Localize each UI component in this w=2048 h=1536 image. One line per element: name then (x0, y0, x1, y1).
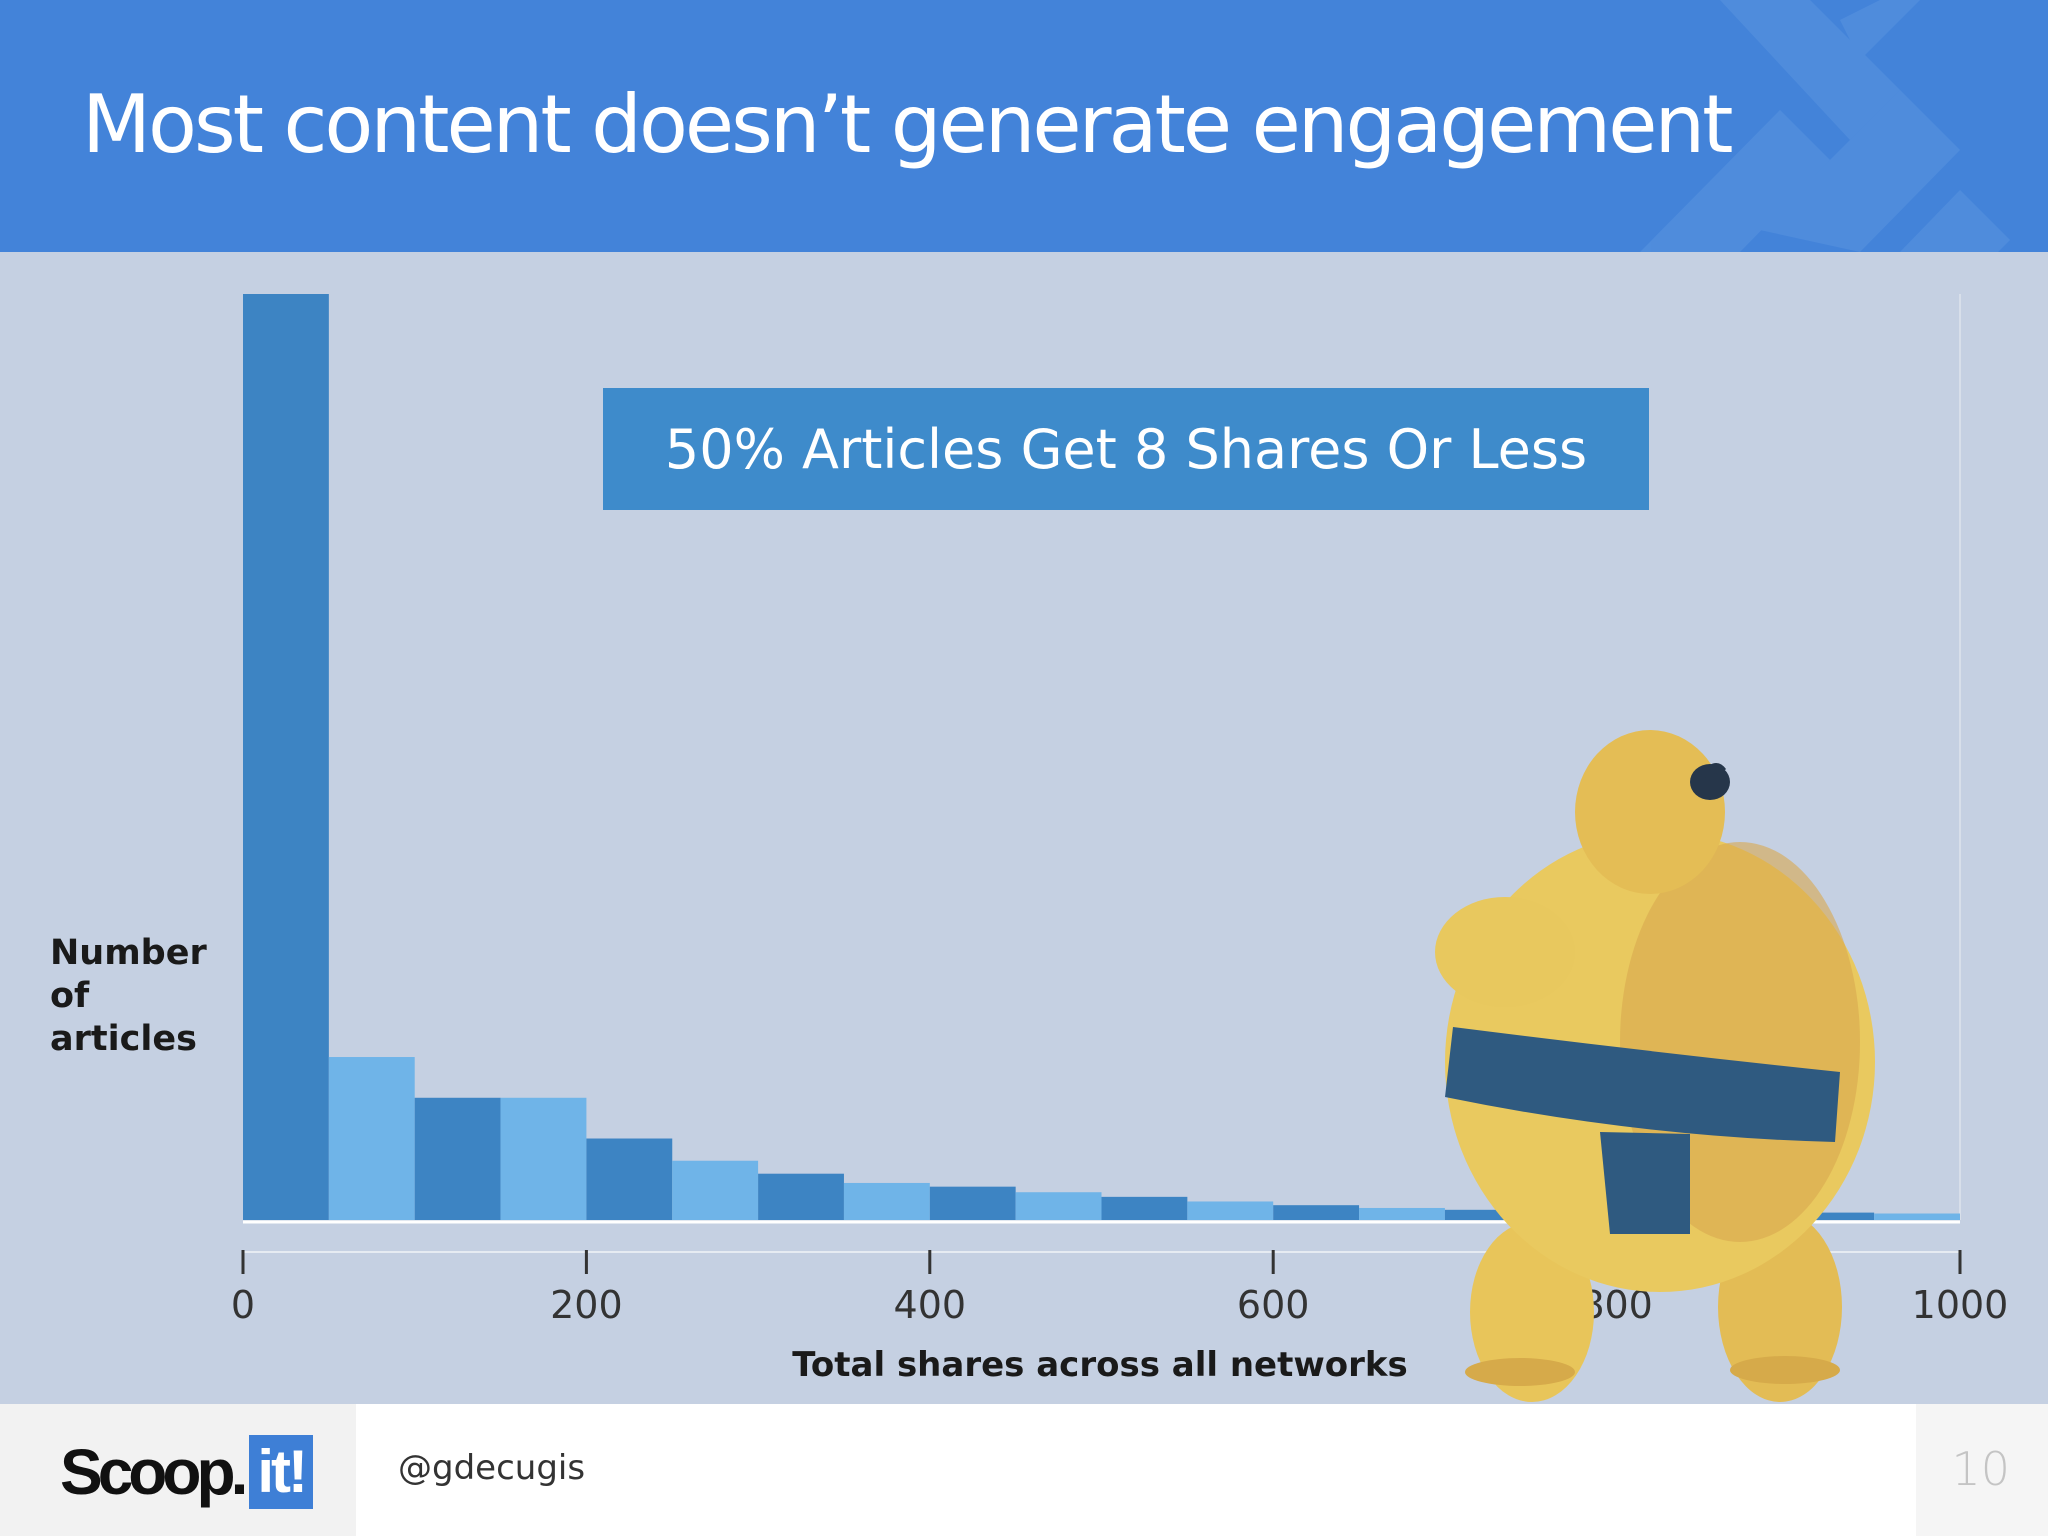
x-axis-label: Total shares across all networks (792, 1345, 1408, 1385)
page-number: 10 (1951, 1442, 2010, 1496)
histogram-bar (758, 1173, 844, 1220)
histogram-bar (243, 294, 329, 1220)
slide-footer: Scoop. it! @gdecugis 10 (0, 1404, 2048, 1536)
sumo-illustration (1435, 730, 1875, 1402)
histogram-bar (328, 1057, 415, 1220)
x-tick-label: 400 (894, 1283, 967, 1327)
histogram-bar (1444, 1209, 1531, 1220)
histogram-bar (586, 1138, 673, 1220)
histogram-bar (1273, 1205, 1360, 1220)
histogram-bar (672, 1160, 759, 1220)
histogram-bar (1788, 1212, 1875, 1220)
x-tick-label: 600 (1237, 1283, 1310, 1327)
histogram-bar (500, 1097, 587, 1220)
x-tick-label: 1000 (1912, 1283, 2009, 1327)
histogram-bar (414, 1097, 501, 1220)
logo-badge: it! (249, 1435, 313, 1509)
header-decoration (1640, 0, 2010, 252)
x-tick-label: 0 (231, 1283, 255, 1327)
callout-box: 50% Articles Get 8 Shares Or Less (603, 388, 1649, 510)
histogram-bar (843, 1182, 930, 1220)
histogram-bar (1101, 1196, 1188, 1220)
histogram-bar (1874, 1213, 1960, 1220)
scoopit-logo: Scoop. it! (60, 1432, 313, 1512)
y-axis-label: Number of articles (50, 933, 207, 1059)
page-number-panel (1916, 1404, 2048, 1536)
x-tick-label: 200 (550, 1283, 623, 1327)
histogram-bar (1187, 1201, 1274, 1220)
histogram-bar (1015, 1192, 1102, 1220)
slide-header: Most content doesn’t generate engagement (0, 0, 2048, 252)
histogram-bar (929, 1186, 1016, 1220)
page-title: Most content doesn’t generate engagement (82, 78, 1734, 171)
logo-text: Scoop. (60, 1436, 248, 1508)
twitter-handle: @gdecugis (398, 1448, 586, 1488)
histogram-bar (1359, 1207, 1445, 1220)
